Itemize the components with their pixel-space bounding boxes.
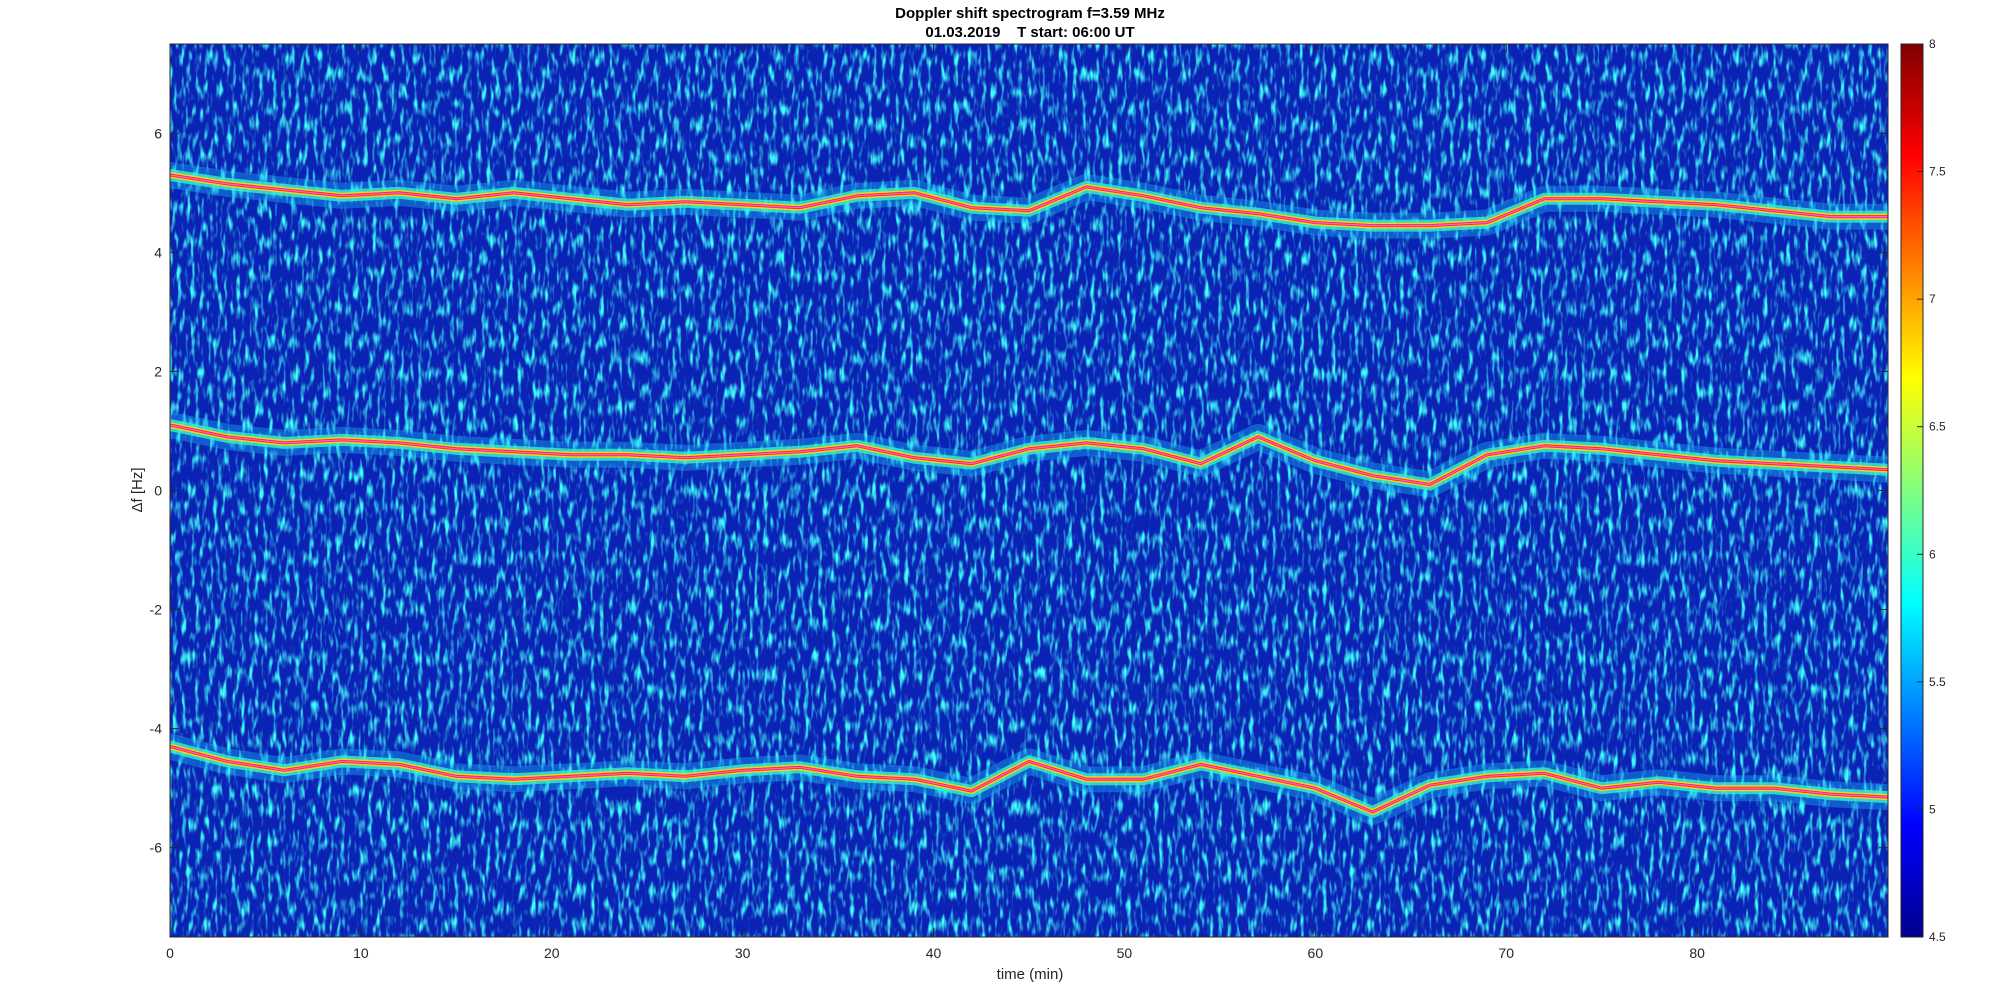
- colorbar: 4.5 5 5.5 6 6.5 7 7.5 8: [1900, 37, 1946, 944]
- colorbar-tick-label: 7.5: [1929, 165, 1946, 179]
- colorbar-tick-label: 7: [1929, 292, 1936, 306]
- chart-subtitle: 01.03.2019 T start: 06:00 UT: [925, 24, 1134, 41]
- colorbar-ticks: 4.5 5 5.5 6 6.5 7 7.5 8: [1917, 37, 1946, 944]
- colorbar-gradient: [1900, 43, 1924, 938]
- plot-area: [170, 44, 1888, 937]
- x-axis: 0 10 20 30 40 50 60 70 80: [166, 44, 1705, 961]
- colorbar-tick-label: 8: [1929, 37, 1936, 51]
- colorbar-tick-label: 4.5: [1929, 930, 1946, 944]
- x-tick-label: 30: [735, 945, 751, 961]
- doppler-traces: [170, 162, 1888, 825]
- x-tick-label: 70: [1498, 945, 1514, 961]
- colorbar-tick-label: 6: [1929, 547, 1936, 561]
- noise-texture: [170, 44, 1888, 937]
- y-tick-label: 4: [154, 244, 162, 260]
- colorbar-tick-label: 5: [1929, 802, 1936, 816]
- y-tick-label: 0: [154, 483, 162, 499]
- chart-title: Doppler shift spectrogram f=3.59 MHz: [895, 5, 1165, 22]
- trace-1-layer-5: [170, 174, 1888, 227]
- x-axis-label: time (min): [997, 966, 1064, 983]
- trace-3-layer-5: [170, 745, 1888, 813]
- y-axis: -6 -4 -2 0 2 4 6: [150, 125, 1888, 856]
- x-tick-label: 50: [1117, 945, 1133, 961]
- y-tick-label: 2: [154, 363, 162, 379]
- x-tick-label: 20: [544, 945, 560, 961]
- x-tick-label: 40: [926, 945, 942, 961]
- colorbar-tick-label: 6.5: [1929, 420, 1946, 434]
- y-tick-label: -4: [150, 721, 163, 737]
- x-tick-label: 60: [1308, 945, 1324, 961]
- x-tick-label: 10: [353, 945, 369, 961]
- x-tick-label: 80: [1689, 945, 1705, 961]
- y-tick-label: 6: [154, 125, 162, 141]
- colorbar-tick-label: 5.5: [1929, 675, 1946, 689]
- y-axis-label: Δf [Hz]: [129, 467, 146, 512]
- y-tick-label: -2: [150, 602, 163, 618]
- y-tick-label: -6: [150, 840, 163, 856]
- trace-2-layer-5: [170, 424, 1888, 486]
- x-tick-label: 0: [166, 945, 174, 961]
